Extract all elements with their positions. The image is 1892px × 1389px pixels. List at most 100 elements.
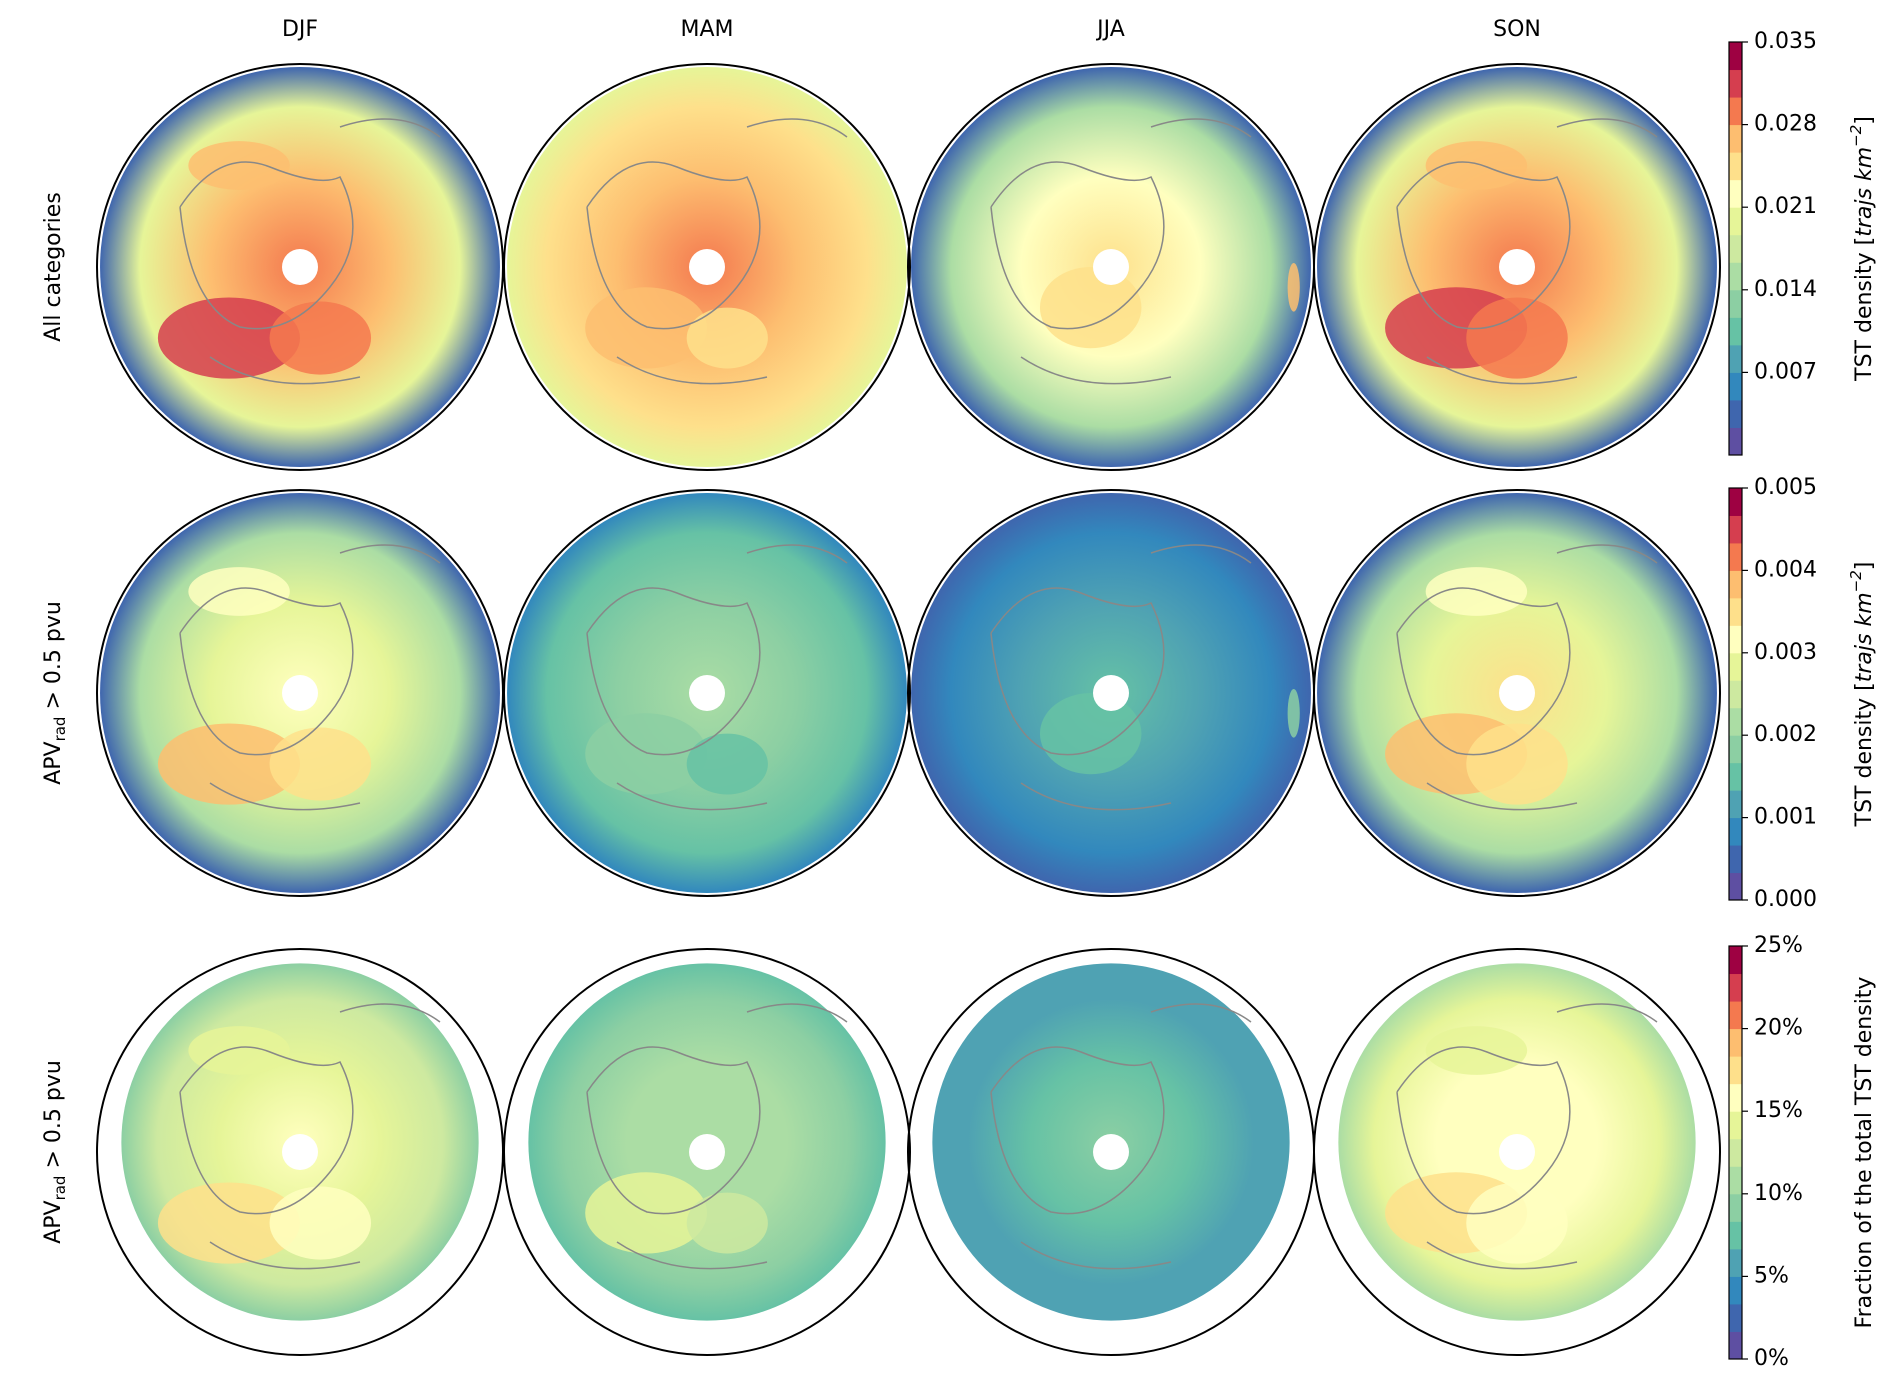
colorbar-swatch bbox=[1729, 427, 1742, 456]
colorbar-tick-label: 0.035 bbox=[1754, 29, 1817, 54]
row-label-group: APVrad > 0.5 pvu bbox=[41, 601, 69, 785]
map-panel bbox=[503, 948, 911, 1356]
map-frame bbox=[503, 948, 911, 1356]
colorbar-swatch bbox=[1729, 1083, 1742, 1112]
map-panel bbox=[1313, 489, 1721, 897]
coastline bbox=[1396, 1003, 1658, 1270]
colorbar-swatch bbox=[1729, 946, 1742, 975]
colorbar-swatch bbox=[1729, 262, 1742, 291]
map-panel bbox=[1313, 63, 1721, 471]
row-label-sub: rad bbox=[51, 1176, 69, 1201]
colorbar-tick-label: 0.004 bbox=[1754, 557, 1817, 582]
colorbar-label-group: TST density [trajs km−2] bbox=[1847, 562, 1878, 828]
colorbar-label-suffix: ] bbox=[1852, 562, 1877, 571]
map-panel bbox=[907, 63, 1315, 471]
map-anomaly bbox=[1466, 723, 1568, 805]
row-label-sub: rad bbox=[51, 717, 69, 742]
colorbar-swatch bbox=[1729, 399, 1742, 428]
column-title: MAM bbox=[680, 17, 733, 42]
row-label: All categories bbox=[41, 192, 66, 342]
map-frame bbox=[1313, 948, 1721, 1356]
colorbar-swatch bbox=[1729, 1166, 1742, 1195]
column-title: DJF bbox=[282, 17, 318, 42]
map-panel bbox=[503, 489, 911, 897]
map-anomaly bbox=[157, 1182, 300, 1264]
colorbar-swatch bbox=[1729, 1056, 1742, 1085]
colorbar-tick-label: 0% bbox=[1754, 1346, 1789, 1371]
coastline bbox=[1396, 118, 1658, 385]
map-frame bbox=[503, 63, 911, 471]
colorbar-label-units: trajs km bbox=[1852, 592, 1877, 682]
row-label-main: APV bbox=[41, 1200, 66, 1243]
coastline bbox=[1396, 544, 1658, 811]
colorbar-swatch bbox=[1729, 707, 1742, 736]
map-anomaly bbox=[1287, 688, 1300, 738]
colorbar-tick-label: 15% bbox=[1754, 1098, 1803, 1123]
pole-hole bbox=[282, 249, 318, 285]
pole-hole bbox=[1499, 1134, 1535, 1170]
colorbar-frame bbox=[1728, 487, 1743, 901]
colorbar-swatch bbox=[1729, 69, 1742, 98]
colorbar-swatch bbox=[1729, 1138, 1742, 1167]
map-anomaly bbox=[157, 297, 300, 379]
colorbar-label-group: Fraction of the total TST density bbox=[1852, 977, 1877, 1329]
coastline bbox=[179, 1003, 441, 1270]
colorbar-swatch bbox=[1729, 597, 1742, 626]
map-panel bbox=[96, 63, 504, 471]
map-panel bbox=[907, 948, 1315, 1356]
colorbar-label-prefix: TST density [ bbox=[1852, 682, 1877, 827]
colorbar-tick-label: 0.003 bbox=[1754, 640, 1817, 665]
map-anomaly bbox=[686, 733, 768, 795]
row-label-rest: > 0.5 pvu bbox=[41, 1060, 66, 1175]
colorbar-label-units: trajs km bbox=[1852, 147, 1877, 237]
map-anomaly bbox=[1466, 1182, 1568, 1264]
map-anomaly bbox=[188, 1026, 290, 1075]
map-anomaly bbox=[269, 1186, 372, 1260]
map-anomaly bbox=[1425, 141, 1528, 190]
row-label: APVrad > 0.5 pvu bbox=[41, 1060, 69, 1244]
colorbar-label-suffix: ] bbox=[1852, 116, 1877, 125]
map-panel bbox=[96, 489, 504, 897]
colorbar-swatch bbox=[1729, 488, 1742, 516]
row-label-rest: > 0.5 pvu bbox=[41, 601, 66, 716]
map-panel bbox=[96, 948, 504, 1356]
pole-hole bbox=[1093, 1134, 1129, 1170]
colorbar-tick-label: 5% bbox=[1754, 1263, 1789, 1288]
map-frame bbox=[503, 489, 911, 897]
colorbar-tick-label: 0.005 bbox=[1754, 475, 1817, 500]
pole-hole bbox=[1499, 249, 1535, 285]
colorbar-swatch bbox=[1729, 152, 1742, 181]
colorbar-label: TST density [trajs km−2] bbox=[1847, 116, 1878, 382]
map-anomaly bbox=[1466, 297, 1568, 379]
colorbar-label: TST density [trajs km−2] bbox=[1847, 562, 1878, 828]
colorbar-swatch bbox=[1729, 790, 1742, 819]
colorbar-tick-label: 0.001 bbox=[1754, 805, 1817, 830]
map-anomaly bbox=[585, 713, 707, 795]
map-anomaly bbox=[1287, 262, 1300, 312]
map-anomaly bbox=[1039, 693, 1142, 775]
pole-hole bbox=[1093, 675, 1129, 711]
map-panel bbox=[1313, 948, 1721, 1356]
colorbar-swatch bbox=[1729, 1028, 1742, 1057]
colorbar-tick-label: 25% bbox=[1754, 933, 1803, 958]
colorbar-label-exponent: −2 bbox=[1847, 125, 1865, 147]
coastline bbox=[586, 544, 848, 811]
colorbar-swatch bbox=[1729, 817, 1742, 846]
colorbar-tick-label: 20% bbox=[1754, 1016, 1803, 1041]
coastline bbox=[990, 1003, 1252, 1270]
coastline bbox=[990, 544, 1252, 811]
pole-hole bbox=[689, 1134, 725, 1170]
column-title: SON bbox=[1493, 17, 1541, 42]
colorbar-swatch bbox=[1729, 1221, 1742, 1250]
row-label: APVrad > 0.5 pvu bbox=[41, 601, 69, 785]
map-anomaly bbox=[585, 287, 707, 369]
colorbar-swatch bbox=[1729, 652, 1742, 681]
map-frame bbox=[1313, 63, 1721, 471]
colorbar-swatch bbox=[1729, 973, 1742, 1002]
map-anomaly bbox=[157, 723, 300, 805]
map-anomaly bbox=[1039, 267, 1142, 349]
colorbar-swatch bbox=[1729, 289, 1742, 318]
colorbar-swatch bbox=[1729, 542, 1742, 571]
colorbar-swatch bbox=[1729, 515, 1742, 544]
map-anomaly bbox=[188, 567, 290, 616]
